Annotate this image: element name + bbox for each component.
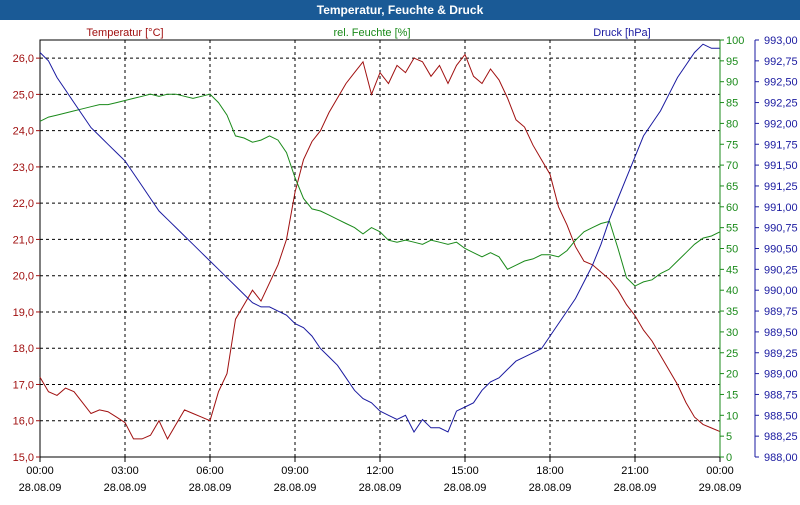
x-tick-label-time: 09:00 [281,465,309,477]
humidity-tick-label: 40 [726,285,738,297]
pressure-tick-label: 992,00 [764,118,798,130]
humidity-tick-label: 50 [726,244,738,256]
axes-group: 00:00 28.08.09 03:00 28.08.09 06:00 28.08.09 0… [13,27,798,494]
temperature-tick-label: 21,0 [13,234,34,246]
x-tick-label-date: 28.08.09 [359,482,402,494]
humidity-tick-label: 90 [726,77,738,89]
pressure-tick-label: 991,50 [764,160,798,172]
pressure-tick-label: 992,25 [764,98,798,110]
pressure-tick-label: 991,75 [764,139,798,151]
x-tick-label-date: 28.08.09 [444,482,487,494]
series-group [39,43,721,440]
pressure-tick-label: 989,00 [764,369,798,381]
x-tick-label-date: 28.08.09 [274,482,317,494]
pressure-tick-label: 991,25 [764,181,798,193]
x-tick-label-time: 12:00 [366,465,394,477]
temperature-tick-label: 22,0 [13,198,34,210]
humidity-tick-label: 35 [726,306,738,318]
x-tick-label-time: 15:00 [451,465,479,477]
temperature-tick-label: 15,0 [13,452,34,464]
temperature-tick-label: 24,0 [13,126,34,138]
pressure-tick-label: 990,00 [764,285,798,297]
x-tick-label-time: 03:00 [111,465,139,477]
x-tick-label-time: 00:00 [706,465,734,477]
humidity-tick-label: 75 [726,139,738,151]
humidity-tick-label: 15 [726,389,738,401]
humidity-tick-label: 55 [726,223,738,235]
humidity-tick-label: 95 [726,56,738,68]
humidity-tick-label: 5 [726,431,732,443]
pressure-tick-label: 988,25 [764,431,798,443]
humidity-axis-label: rel. Feuchte [%] [333,27,410,39]
chart-area: 00:00 28.08.09 03:00 28.08.09 06:00 28.08.09 0… [0,20,800,500]
x-tick-label-date: 29.08.09 [699,482,742,494]
pressure-tick-label: 992,75 [764,56,798,68]
pressure-tick-label: 990,75 [764,223,798,235]
x-tick-label-date: 28.08.09 [189,482,232,494]
temperature-tick-label: 26,0 [13,53,34,65]
x-tick-label-date: 28.08.09 [19,482,62,494]
pressure-tick-label: 993,00 [764,35,798,47]
grid-lines [40,40,720,458]
pressure-tick-label: 989,75 [764,306,798,318]
pressure-axis-label: Druck [hPa] [593,27,650,39]
temperature-tick-label: 18,0 [13,343,34,355]
x-tick-label-date: 28.08.09 [529,482,572,494]
pressure-tick-label: 992,50 [764,77,798,89]
pressure-tick-label: 989,25 [764,348,798,360]
pressure-tick-label: 991,00 [764,202,798,214]
temperature-series-line [39,53,721,440]
humidity-tick-label: 30 [726,327,738,339]
humidity-series-line [39,93,721,287]
temperature-tick-label: 16,0 [13,416,34,428]
temperature-tick-label: 20,0 [13,271,34,283]
x-tick-label-time: 00:00 [26,465,54,477]
temperature-tick-label: 19,0 [13,307,34,319]
temperature-tick-label: 23,0 [13,162,34,174]
x-tick-label-time: 21:00 [621,465,649,477]
humidity-tick-label: 20 [726,369,738,381]
x-tick-label-time: 06:00 [196,465,224,477]
humidity-tick-label: 65 [726,181,738,193]
pressure-tick-label: 988,50 [764,410,798,422]
pressure-tick-label: 990,25 [764,264,798,276]
pressure-tick-label: 988,00 [764,452,798,464]
humidity-tick-label: 70 [726,160,738,172]
humidity-tick-label: 25 [726,348,738,360]
humidity-tick-label: 45 [726,264,738,276]
humidity-tick-label: 10 [726,410,738,422]
pressure-tick-label: 989,50 [764,327,798,339]
humidity-tick-label: 60 [726,202,738,214]
pressure-tick-label: 990,50 [764,244,798,256]
chart-svg: 00:00 28.08.09 03:00 28.08.09 06:00 28.08.09 0… [13,27,798,494]
humidity-tick-label: 100 [726,35,744,47]
humidity-tick-label: 0 [726,452,732,464]
temperature-axis-label: Temperatur [°C] [86,27,163,39]
pressure-tick-label: 988,75 [764,389,798,401]
x-tick-label-date: 28.08.09 [104,482,147,494]
temperature-tick-label: 25,0 [13,89,34,101]
x-tick-label-date: 28.08.09 [614,482,657,494]
window-title: Temperatur, Feuchte & Druck [0,0,800,20]
temperature-tick-label: 17,0 [13,379,34,391]
humidity-tick-label: 85 [726,98,738,110]
pressure-series-line [39,43,720,433]
x-tick-label-time: 18:00 [536,465,564,477]
humidity-tick-label: 80 [726,118,738,130]
